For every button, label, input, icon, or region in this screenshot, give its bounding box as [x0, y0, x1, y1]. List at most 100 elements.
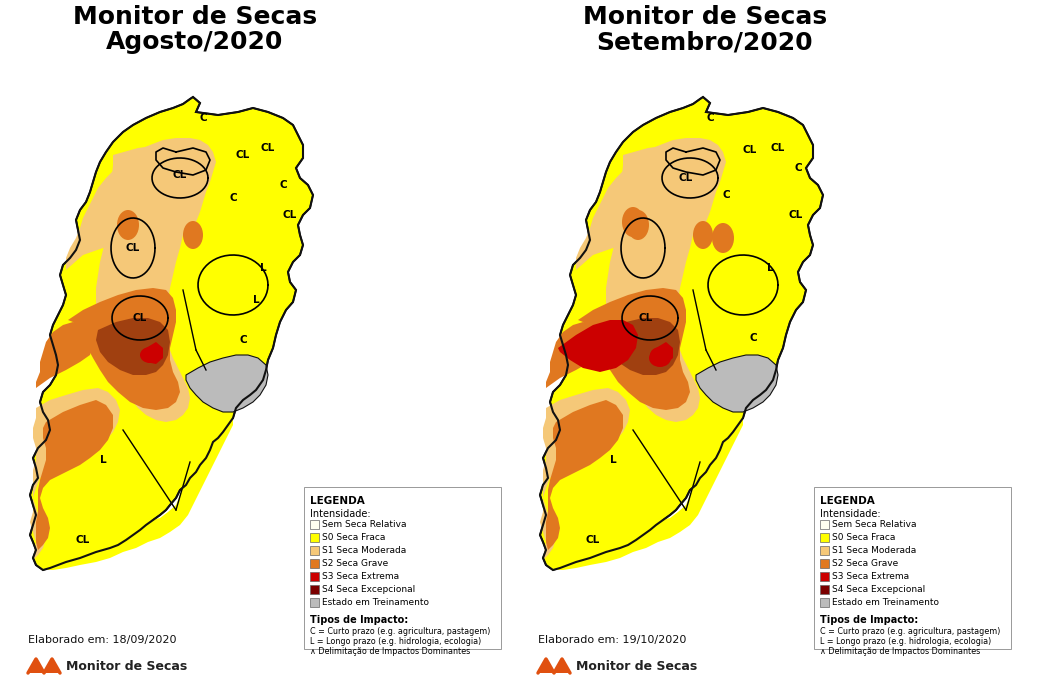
Text: CL: CL [126, 243, 140, 253]
Text: S4 Seca Excepcional: S4 Seca Excepcional [832, 585, 925, 594]
Bar [820, 559, 829, 568]
Text: C: C [749, 333, 757, 343]
Text: C: C [229, 193, 237, 203]
Text: L: L [100, 455, 106, 465]
Polygon shape [66, 138, 216, 270]
Text: S2 Seca Grave: S2 Seca Grave [832, 559, 898, 568]
Polygon shape [546, 400, 623, 550]
Text: L = Longo prazo (e.g. hidrologia, ecologia): L = Longo prazo (e.g. hidrologia, ecolog… [310, 637, 482, 646]
Polygon shape [30, 97, 313, 570]
Bar [310, 546, 319, 555]
Polygon shape [28, 659, 44, 673]
Polygon shape [576, 138, 726, 270]
Text: Intensidade:: Intensidade: [820, 509, 880, 519]
Text: S0 Seca Fraca: S0 Seca Fraca [832, 533, 896, 542]
Text: CL: CL [76, 535, 90, 545]
Text: S3 Seca Extrema: S3 Seca Extrema [322, 572, 400, 581]
Text: C: C [279, 180, 286, 190]
Bar [310, 598, 319, 607]
Ellipse shape [649, 349, 671, 367]
Text: Tipos de Impacto:: Tipos de Impacto: [310, 615, 408, 625]
Text: C = Curto prazo (e.g. agricultura, pastagem): C = Curto prazo (e.g. agricultura, pasta… [820, 627, 1001, 636]
Text: C: C [239, 335, 247, 345]
Text: S1 Seca Moderada: S1 Seca Moderada [322, 546, 406, 555]
Bar [310, 520, 319, 529]
Polygon shape [650, 342, 673, 364]
Text: CL: CL [585, 535, 600, 545]
Polygon shape [186, 355, 268, 412]
Text: C: C [722, 190, 730, 200]
Text: Estado em Treinamento: Estado em Treinamento [322, 598, 429, 607]
Text: ∧ Delimitação de Impactos Dominantes: ∧ Delimitação de Impactos Dominantes [820, 647, 980, 656]
Text: LEGENDA: LEGENDA [820, 496, 875, 506]
Text: CL: CL [789, 210, 803, 220]
Text: Elaborado em: 18/09/2020: Elaborado em: 18/09/2020 [28, 635, 176, 645]
Text: CL: CL [679, 173, 693, 183]
Polygon shape [540, 97, 823, 570]
Bar [310, 572, 319, 581]
Bar [820, 520, 829, 529]
Text: Agosto/2020: Agosto/2020 [106, 30, 283, 54]
Text: Monitor de Secas: Monitor de Secas [66, 659, 187, 673]
Text: L: L [252, 295, 260, 305]
Ellipse shape [622, 207, 644, 237]
Text: Intensidade:: Intensidade: [310, 509, 371, 519]
Text: LEGENDA: LEGENDA [310, 496, 364, 506]
Polygon shape [30, 388, 120, 560]
Text: Monitor de Secas: Monitor de Secas [73, 5, 317, 29]
Polygon shape [546, 322, 603, 388]
Text: CL: CL [638, 313, 653, 323]
FancyBboxPatch shape [304, 487, 501, 649]
Text: Setembro/2020: Setembro/2020 [597, 30, 814, 54]
Ellipse shape [712, 223, 734, 253]
Bar [820, 585, 829, 594]
Bar [820, 598, 829, 607]
Text: ∧ Delimitação de Impactos Dominantes: ∧ Delimitação de Impactos Dominantes [310, 647, 470, 656]
Polygon shape [696, 355, 778, 412]
Polygon shape [554, 659, 570, 673]
Text: Sem Seca Relativa: Sem Seca Relativa [322, 520, 407, 529]
Polygon shape [44, 659, 60, 673]
Polygon shape [95, 318, 170, 375]
Ellipse shape [140, 347, 160, 363]
Text: L: L [767, 263, 773, 273]
Text: C: C [794, 163, 801, 173]
Text: C: C [199, 113, 207, 123]
Text: L = Longo prazo (e.g. hidrologia, ecologia): L = Longo prazo (e.g. hidrologia, ecolog… [820, 637, 991, 646]
Ellipse shape [693, 221, 713, 249]
Ellipse shape [117, 210, 139, 240]
Text: L: L [609, 455, 617, 465]
Text: CL: CL [771, 143, 785, 153]
Text: CL: CL [743, 145, 757, 155]
Bar [310, 533, 319, 542]
Polygon shape [606, 145, 706, 422]
Polygon shape [558, 320, 638, 372]
Text: CL: CL [133, 313, 147, 323]
Polygon shape [36, 410, 233, 570]
Text: C = Curto prazo (e.g. agricultura, pastagem): C = Curto prazo (e.g. agricultura, pasta… [310, 627, 490, 636]
Polygon shape [140, 342, 163, 364]
Ellipse shape [183, 221, 203, 249]
Text: L: L [260, 263, 267, 273]
Text: CL: CL [283, 210, 297, 220]
Polygon shape [578, 288, 690, 410]
Text: CL: CL [236, 150, 250, 160]
Bar [820, 572, 829, 581]
Polygon shape [538, 659, 554, 673]
Text: Monitor de Secas: Monitor de Secas [583, 5, 827, 29]
Polygon shape [606, 318, 680, 375]
Bar [820, 533, 829, 542]
Text: CL: CL [173, 170, 187, 180]
Text: C: C [706, 113, 714, 123]
Text: Tipos de Impacto:: Tipos de Impacto: [820, 615, 919, 625]
Ellipse shape [650, 347, 670, 363]
Polygon shape [540, 388, 630, 560]
Polygon shape [36, 322, 93, 388]
Bar [310, 559, 319, 568]
Text: S0 Seca Fraca: S0 Seca Fraca [322, 533, 385, 542]
Text: Estado em Treinamento: Estado em Treinamento [832, 598, 939, 607]
Bar [820, 546, 829, 555]
Text: Monitor de Secas: Monitor de Secas [576, 659, 698, 673]
Polygon shape [69, 288, 180, 410]
Polygon shape [36, 400, 113, 550]
